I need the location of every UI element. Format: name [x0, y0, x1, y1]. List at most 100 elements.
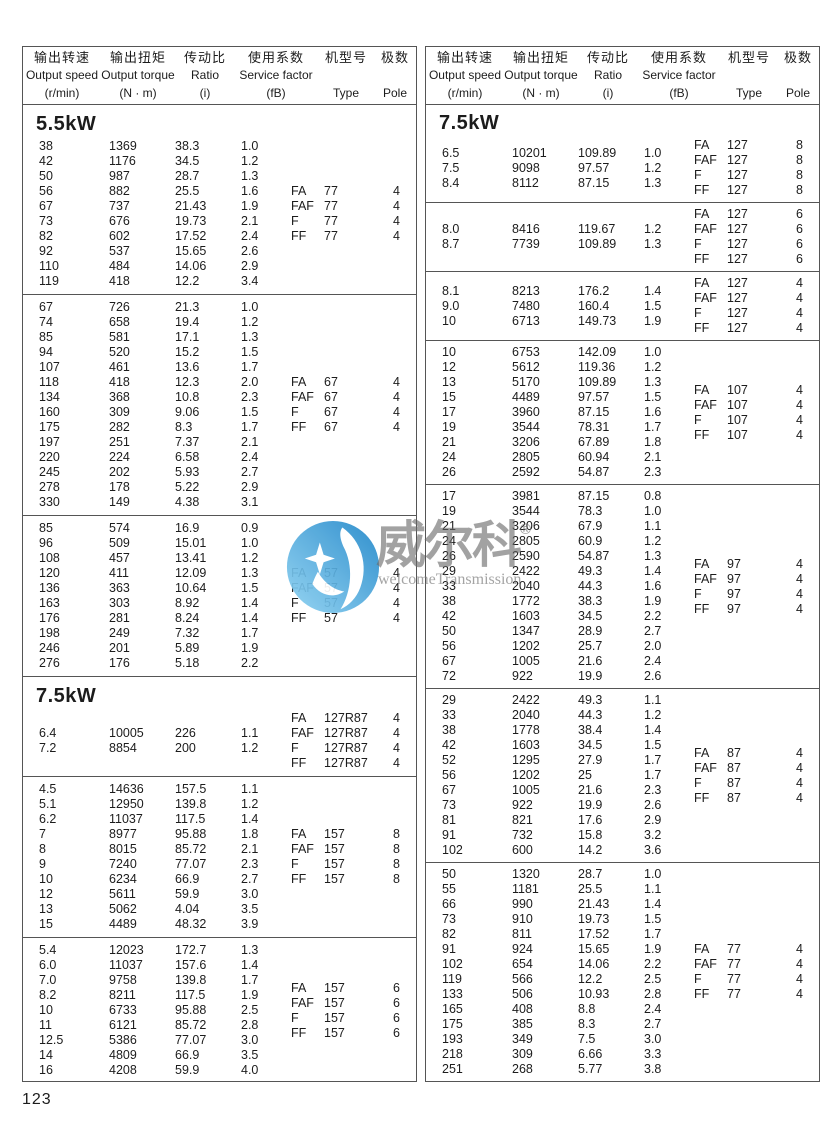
cell-ratio: 17.52 — [578, 927, 610, 941]
cell-ratio: 21.6 — [578, 783, 603, 797]
type-code: 77 — [727, 942, 741, 956]
cell-output-speed: 96 — [39, 536, 53, 550]
cell-service-factor: 2.1 — [241, 435, 259, 449]
type-pole-block: FA 77 4 FAF 77 4 F 77 4 FF 77 4 — [694, 942, 819, 1002]
cell-ratio: 19.73 — [175, 214, 207, 228]
cell-output-torque: 654 — [512, 957, 533, 971]
pole-value: 6 — [393, 995, 400, 1010]
cell-service-factor: 1.4 — [644, 564, 662, 578]
cell-ratio: 8.8 — [578, 1002, 596, 1016]
cell-service-factor: 3.2 — [644, 828, 662, 842]
type-prefix: F — [291, 596, 299, 610]
pole-value: 4 — [393, 741, 400, 755]
type-code: 157 — [324, 827, 345, 841]
type-row: FAF 77 4 — [291, 199, 416, 214]
cell-output-torque: 6753 — [512, 345, 540, 359]
type-prefix: FAF — [291, 995, 314, 1010]
cell-service-factor: 1.4 — [644, 723, 662, 737]
cell-ratio: 21.6 — [578, 654, 603, 668]
type-prefix: FAF — [291, 199, 314, 213]
type-code: 77 — [324, 199, 338, 213]
table-section: 8.0 8416 119.67 1.2 8.7 7739 109.89 1.3 FA 127 6 FA… — [426, 202, 819, 271]
cell-output-speed: 8.0 — [442, 222, 460, 236]
data-rows: 85 574 16.9 0.9 96 509 15.01 1.0 108 457 13.41 1.2 1… — [23, 521, 291, 671]
cell-output-speed: 19 — [442, 504, 456, 518]
cell-output-speed: 5.1 — [39, 797, 57, 811]
cell-service-factor: 1.9 — [241, 988, 259, 1002]
type-code: 97 — [727, 601, 741, 616]
cell-output-speed: 12 — [442, 360, 456, 374]
data-group: 38 1369 38.3 1.0 42 1176 34.5 1.2 50 987 28.7 1.3 56… — [23, 139, 416, 289]
cell-ratio: 7.5 — [578, 1032, 596, 1046]
header-unit: Pole — [382, 86, 408, 100]
cell-ratio: 25.5 — [578, 882, 603, 896]
cell-output-torque: 1778 — [512, 723, 540, 737]
column-header-pole: 极数 Pole — [778, 51, 818, 100]
cell-ratio: 109.89 — [578, 237, 617, 251]
cell-output-torque: 5386 — [109, 1033, 137, 1047]
type-row: FAF 127 8 — [694, 153, 819, 168]
cell-service-factor: 2.3 — [644, 465, 662, 479]
cell-output-torque: 14636 — [109, 782, 144, 796]
type-row: F 127 4 — [694, 306, 819, 321]
cell-output-torque: 418 — [109, 375, 130, 389]
type-row: FAF 127R87 4 — [291, 726, 416, 741]
cell-output-speed: 8.7 — [442, 237, 460, 251]
data-group: 4.5 14636 157.5 1.1 5.1 12950 139.8 1.2 6.2 11037… — [23, 782, 416, 932]
type-code: 157 — [324, 857, 345, 871]
cell-ratio: 17.6 — [578, 813, 603, 827]
cell-ratio: 78.3 — [578, 504, 603, 518]
cell-ratio: 97.57 — [578, 160, 610, 175]
cell-ratio: 28.7 — [175, 169, 200, 183]
type-prefix: FAF — [694, 571, 717, 586]
data-rows: 38 1369 38.3 1.0 42 1176 34.5 1.2 50 987 28.7 1.3 56… — [23, 139, 291, 289]
pole-value: 4 — [393, 611, 400, 625]
pole-value: 4 — [796, 601, 803, 616]
cell-service-factor: 1.2 — [644, 222, 662, 236]
type-pole-block: FA 57 4 FAF 57 4 F 57 4 FF 57 4 — [291, 566, 416, 626]
cell-output-torque: 176 — [109, 656, 130, 670]
cell-output-speed: 67 — [39, 300, 53, 314]
cell-output-torque: 1176 — [109, 154, 136, 168]
type-row: FA 127 8 — [694, 138, 819, 153]
cell-service-factor: 1.9 — [644, 313, 662, 328]
cell-service-factor: 1.1 — [241, 782, 259, 796]
cell-output-speed: 8.1 — [442, 283, 460, 298]
cell-service-factor: 2.2 — [241, 656, 259, 670]
cell-output-torque: 2805 — [512, 534, 540, 548]
type-prefix: F — [291, 857, 299, 871]
type-code: 57 — [324, 581, 338, 595]
type-prefix: FAF — [291, 581, 314, 595]
cell-output-torque: 282 — [109, 420, 130, 434]
type-prefix: FAF — [694, 222, 717, 236]
cell-output-torque: 2422 — [512, 693, 540, 707]
cell-service-factor: 1.5 — [644, 912, 662, 926]
column-header-ratio: 传动比 Ratio (i) — [578, 51, 638, 100]
cell-output-torque: 5170 — [512, 375, 540, 389]
cell-ratio: 149.73 — [578, 313, 617, 328]
cell-ratio: 12.2 — [175, 274, 200, 288]
type-prefix: FF — [694, 183, 710, 197]
cell-output-torque: 600 — [512, 843, 533, 857]
cell-output-torque: 4489 — [512, 390, 540, 404]
type-code: 67 — [324, 375, 338, 389]
cell-service-factor: 1.2 — [644, 534, 662, 548]
header-label-en: Output speed — [428, 68, 502, 82]
type-row: FF 107 4 — [694, 428, 819, 443]
cell-ratio: 139.8 — [175, 797, 207, 811]
header-unit: Type — [332, 86, 359, 100]
cell-output-speed: 8 — [39, 842, 46, 856]
power-rating-heading: 7.5kW — [439, 112, 500, 134]
cell-service-factor: 2.8 — [644, 987, 662, 1001]
catalog-tables: 输出转速 Output speed (r/min) 输出扭矩 Output torque… — [22, 46, 820, 1082]
cell-ratio: 109.89 — [578, 145, 617, 160]
type-code: 87 — [727, 745, 741, 760]
cell-ratio: 4.38 — [175, 495, 200, 509]
cell-service-factor: 1.7 — [644, 753, 662, 767]
cell-output-torque: 4809 — [109, 1048, 137, 1062]
type-prefix: FAF — [291, 726, 314, 740]
type-pole-block: FA 127 4 FAF 127 4 F 127 4 FF 127 4 — [694, 276, 819, 336]
cell-service-factor: 3.9 — [241, 917, 259, 931]
pole-value: 4 — [796, 556, 803, 571]
type-row: FF 127 8 — [694, 183, 819, 198]
